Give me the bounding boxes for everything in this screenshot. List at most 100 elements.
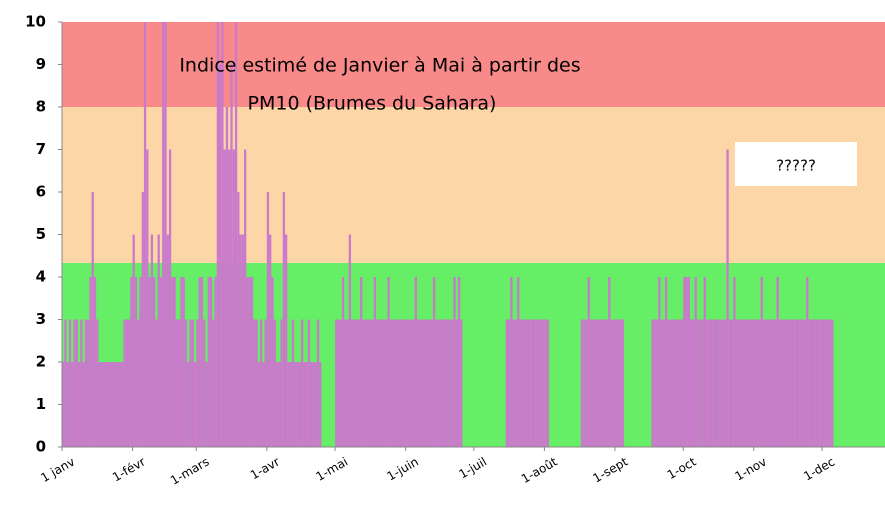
bar [655,319,659,447]
bar [651,319,654,447]
bar [401,319,404,447]
bar [87,319,90,447]
bar [153,277,156,447]
bar [605,319,609,447]
bar [132,234,135,447]
bar [234,22,238,447]
bar [442,319,445,447]
x-tick-label: 1-avr [248,454,282,482]
bar [819,319,823,447]
bar [164,22,167,447]
bar [137,319,140,447]
bar [808,319,811,447]
bar [585,319,588,447]
bar [209,277,213,447]
bar [416,319,420,447]
bar [269,234,272,447]
bar [189,319,192,447]
bar [444,319,447,447]
bar [109,362,113,447]
bar [396,319,399,447]
y-tick-label: 5 [36,225,46,243]
bar [810,319,813,447]
bar [583,319,586,447]
bar [312,362,315,447]
bar [505,319,508,447]
y-tick-label: 3 [36,310,46,328]
bar [683,277,686,447]
bar [280,319,283,447]
bar [510,277,513,447]
bar [357,319,361,447]
bar [373,277,377,447]
bar [93,277,97,447]
bar [671,319,675,447]
bar [366,319,370,447]
y-tick-label: 4 [36,268,46,286]
bar [806,277,809,447]
bar [255,319,258,447]
bar [526,319,529,447]
bar [66,362,69,447]
bar [82,362,85,447]
bar [658,277,661,447]
bar [114,362,117,447]
bar [446,319,449,447]
bar [521,319,524,447]
bar [799,319,802,447]
y-tick-label: 10 [25,13,46,31]
bar [746,319,750,447]
bar [341,277,345,447]
y-tick-label: 7 [36,140,46,158]
x-tick-label: 1 janv [38,455,77,486]
bar [112,362,115,447]
bar [303,362,306,447]
bar [248,277,251,447]
bar [84,319,88,447]
bar [360,277,363,447]
bar [171,277,174,447]
bar [75,319,78,447]
bar [778,319,782,447]
bar [175,319,179,447]
bar [715,319,718,447]
bar [273,319,276,447]
x-tick-label: 1-juin [385,455,421,484]
bar [667,319,670,447]
bar [719,319,722,447]
bar [507,319,511,447]
bar [250,277,254,447]
bar [703,277,706,447]
bar [694,277,697,447]
bar [596,319,600,447]
bar [80,319,83,447]
bar [157,234,160,447]
bar [241,234,245,447]
bar [744,319,747,447]
bar [753,319,757,447]
bar [460,319,463,447]
bar [457,277,461,447]
bar [432,277,436,447]
bar [319,362,322,447]
bar [200,277,204,447]
bar [796,319,800,447]
bar [453,277,456,447]
bar [790,319,793,447]
bar [291,319,295,447]
bar [364,319,367,447]
bar [287,362,290,447]
bar [721,319,725,447]
bar [216,22,220,447]
bar [822,319,825,447]
bar [130,277,133,447]
bar [193,362,197,447]
bar [150,234,154,447]
bar [542,319,545,447]
bar [239,234,242,447]
x-tick-label: 1-mai [314,455,351,484]
bar [298,362,301,447]
bar [228,149,231,447]
bar [817,319,820,447]
